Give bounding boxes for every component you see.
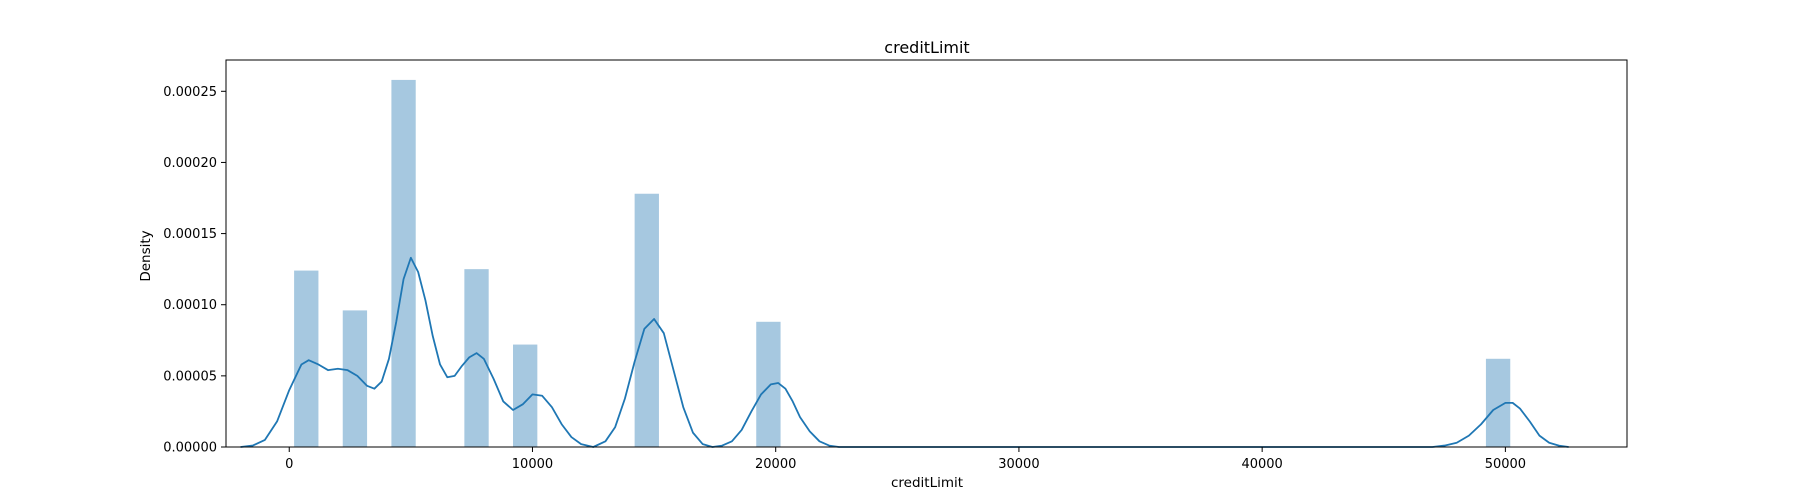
y-tick-label-3: 0.00015 <box>163 227 217 242</box>
kde-line <box>240 256 1569 448</box>
histogram-bar-2 <box>391 79 416 447</box>
y-tick-label-4: 0.00020 <box>163 156 217 171</box>
chart-title: creditLimit <box>884 38 969 57</box>
plot-area: 0 10000 20000 30000 40000 50000 0.00000 0.00005… <box>163 59 1628 472</box>
histogram-bar-1 <box>342 310 368 447</box>
y-tick-label-1: 0.00005 <box>163 369 217 384</box>
x-axis-label: creditLimit <box>891 475 963 491</box>
x-tick-label-3: 30000 <box>998 457 1039 472</box>
histogram-bar-6 <box>756 321 781 447</box>
histogram-bar-4 <box>513 344 538 447</box>
x-tick-label-1: 10000 <box>512 457 553 472</box>
x-tick-label-4: 40000 <box>1241 457 1282 472</box>
x-tick-label-0: 0 <box>285 457 293 472</box>
plot-frame <box>225 59 1628 448</box>
y-axis-label: Density <box>138 230 154 281</box>
y-tick-label-0: 0.00000 <box>163 441 217 456</box>
y-tick-label-5: 0.00025 <box>163 85 217 100</box>
y-tick-label-2: 0.00010 <box>163 298 217 313</box>
x-tick-label-2: 20000 <box>755 457 796 472</box>
x-tick-label-5: 50000 <box>1485 457 1526 472</box>
histogram-bar-0 <box>294 270 319 447</box>
